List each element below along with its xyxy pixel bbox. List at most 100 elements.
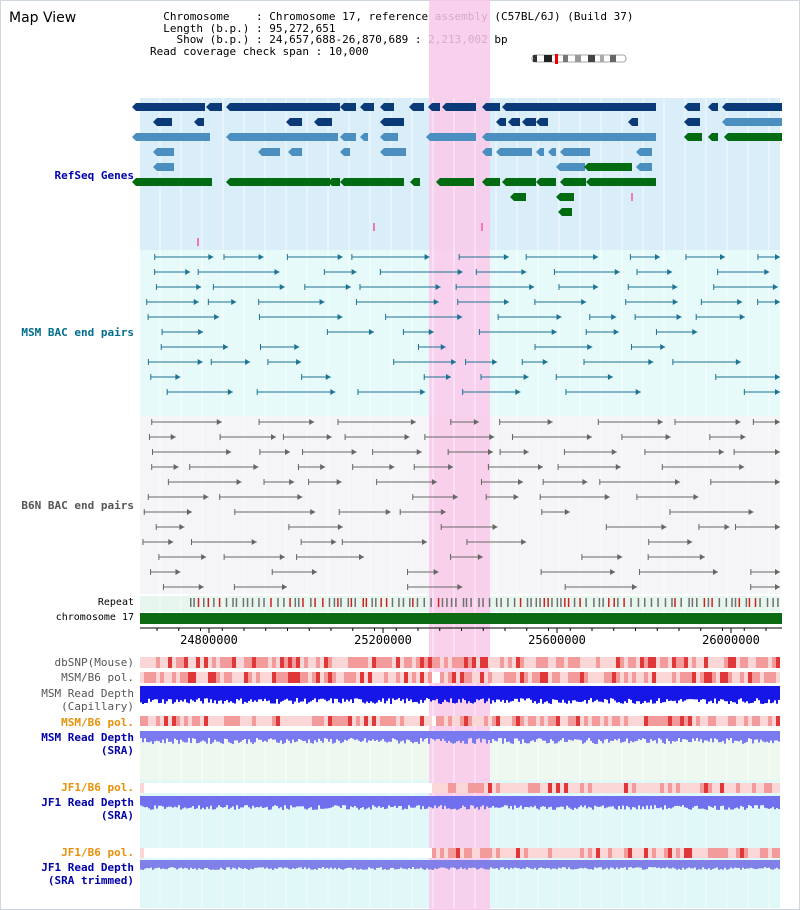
depth-bar <box>242 731 244 740</box>
depth-bar <box>388 860 390 870</box>
heat-cell <box>204 672 208 683</box>
track-label-jf1-depth-trimmed[interactable]: JF1 Read Depth (SRA trimmed) <box>41 861 134 887</box>
axis-tick-label: 25600000 <box>528 633 586 647</box>
repeat-mark <box>598 598 601 607</box>
track-label-msm-b6-pol-1[interactable]: MSM/B6 pol. <box>61 671 134 684</box>
depth-bar <box>482 686 484 699</box>
track-label-jf1-b6-pol-2[interactable]: JF1/B6 pol. <box>61 846 134 859</box>
depth-bar <box>700 860 702 870</box>
depth-bar <box>272 731 274 740</box>
depth-bar <box>604 796 606 809</box>
gene-tick <box>481 223 483 231</box>
heat-cell <box>776 657 780 668</box>
repeat-mark <box>707 598 710 607</box>
heat-cell <box>436 848 440 858</box>
repeat-mark <box>409 598 411 607</box>
heat-cell <box>320 716 324 726</box>
heat-cell <box>328 716 332 726</box>
depth-bar <box>348 731 350 740</box>
depth-bar <box>712 860 714 869</box>
heat-cell <box>540 672 544 683</box>
depth-bar <box>684 796 686 808</box>
depth-bar <box>406 686 408 699</box>
depth-bar <box>678 796 680 806</box>
bac-end <box>523 449 529 455</box>
depth-bar <box>148 686 150 699</box>
heat-cell <box>724 672 728 683</box>
gene-arrow <box>482 148 486 156</box>
chromosome-ideogram[interactable] <box>530 53 628 65</box>
track-label-dbsnp[interactable]: dbSNP(Mouse) <box>54 656 134 669</box>
depth-bar <box>642 860 644 870</box>
depth-bar <box>160 731 162 743</box>
bac-end <box>775 389 780 395</box>
depth-bar <box>454 860 456 868</box>
depth-bar <box>416 860 418 869</box>
heat-cell <box>432 716 436 726</box>
depth-bar <box>680 860 682 870</box>
depth-bar <box>244 731 246 739</box>
track-label-jf1-b6-pol-1[interactable]: JF1/B6 pol. <box>61 781 134 794</box>
depth-bar <box>354 796 356 806</box>
heat-cell <box>428 672 432 683</box>
depth-bar <box>248 686 250 702</box>
heat-cell <box>580 657 584 668</box>
depth-bar <box>414 731 416 742</box>
depth-bar <box>496 731 498 742</box>
track-label-b6n-bac[interactable]: B6N BAC end pairs <box>21 499 134 512</box>
depth-bar <box>428 860 430 870</box>
depth-bar <box>552 860 554 869</box>
heat-cell <box>420 657 424 668</box>
heat-cell <box>740 672 744 683</box>
heat-cell <box>468 657 472 668</box>
track-label-msm-b6-pol-2[interactable]: MSM/B6 pol. <box>61 716 134 729</box>
bac-end <box>529 284 535 290</box>
heat-cell <box>224 672 228 683</box>
heat-cell <box>372 848 376 858</box>
depth-bar <box>740 860 742 870</box>
repeat-mark <box>526 598 529 607</box>
depth-bar <box>744 731 746 743</box>
depth-bar <box>646 731 648 743</box>
gene-arrow <box>636 163 640 171</box>
heat-cell <box>248 848 252 858</box>
depth-bar <box>544 860 546 869</box>
track-label-msm-depth-sra[interactable]: MSM Read Depth (SRA) <box>41 731 134 757</box>
depth-bar <box>448 796 450 809</box>
track-label-jf1-depth-sra[interactable]: JF1 Read Depth (SRA) <box>41 796 134 822</box>
depth-bar <box>274 860 276 869</box>
depth-bar <box>738 860 740 868</box>
depth-bar <box>238 796 240 809</box>
heat-cell <box>144 783 148 793</box>
bac-end <box>775 524 780 530</box>
depth-bar <box>714 796 716 806</box>
repeat-mark <box>593 598 595 607</box>
depth-bar <box>442 686 444 703</box>
depth-bar <box>194 686 196 702</box>
heat-cell <box>516 657 520 668</box>
depth-bar <box>760 796 762 806</box>
heat-cell <box>204 716 208 726</box>
bac-end <box>593 254 599 260</box>
bac-end <box>457 269 463 275</box>
track-label-msm-bac[interactable]: MSM BAC end pairs <box>21 326 134 339</box>
track-label-msm-depth-capillary[interactable]: MSM Read Depth (Capillary) <box>41 687 134 713</box>
track-label-refseq[interactable]: RefSeq Genes <box>54 169 134 182</box>
heat-cell <box>748 672 752 683</box>
depth-bar <box>272 796 274 807</box>
heat-cell <box>684 783 688 793</box>
depth-bar <box>172 731 174 744</box>
heat-cell <box>360 848 364 858</box>
depth-bar <box>280 796 282 808</box>
gene <box>157 163 174 171</box>
bac-end <box>170 434 176 440</box>
depth-bar <box>558 860 560 868</box>
repeat-mark <box>333 598 336 607</box>
depth-bar <box>420 860 422 868</box>
depth-bar <box>298 860 300 868</box>
depth-bar <box>470 796 472 806</box>
gene-arrow <box>132 178 136 186</box>
depth-bar <box>336 860 338 870</box>
depth-bar <box>488 860 490 870</box>
